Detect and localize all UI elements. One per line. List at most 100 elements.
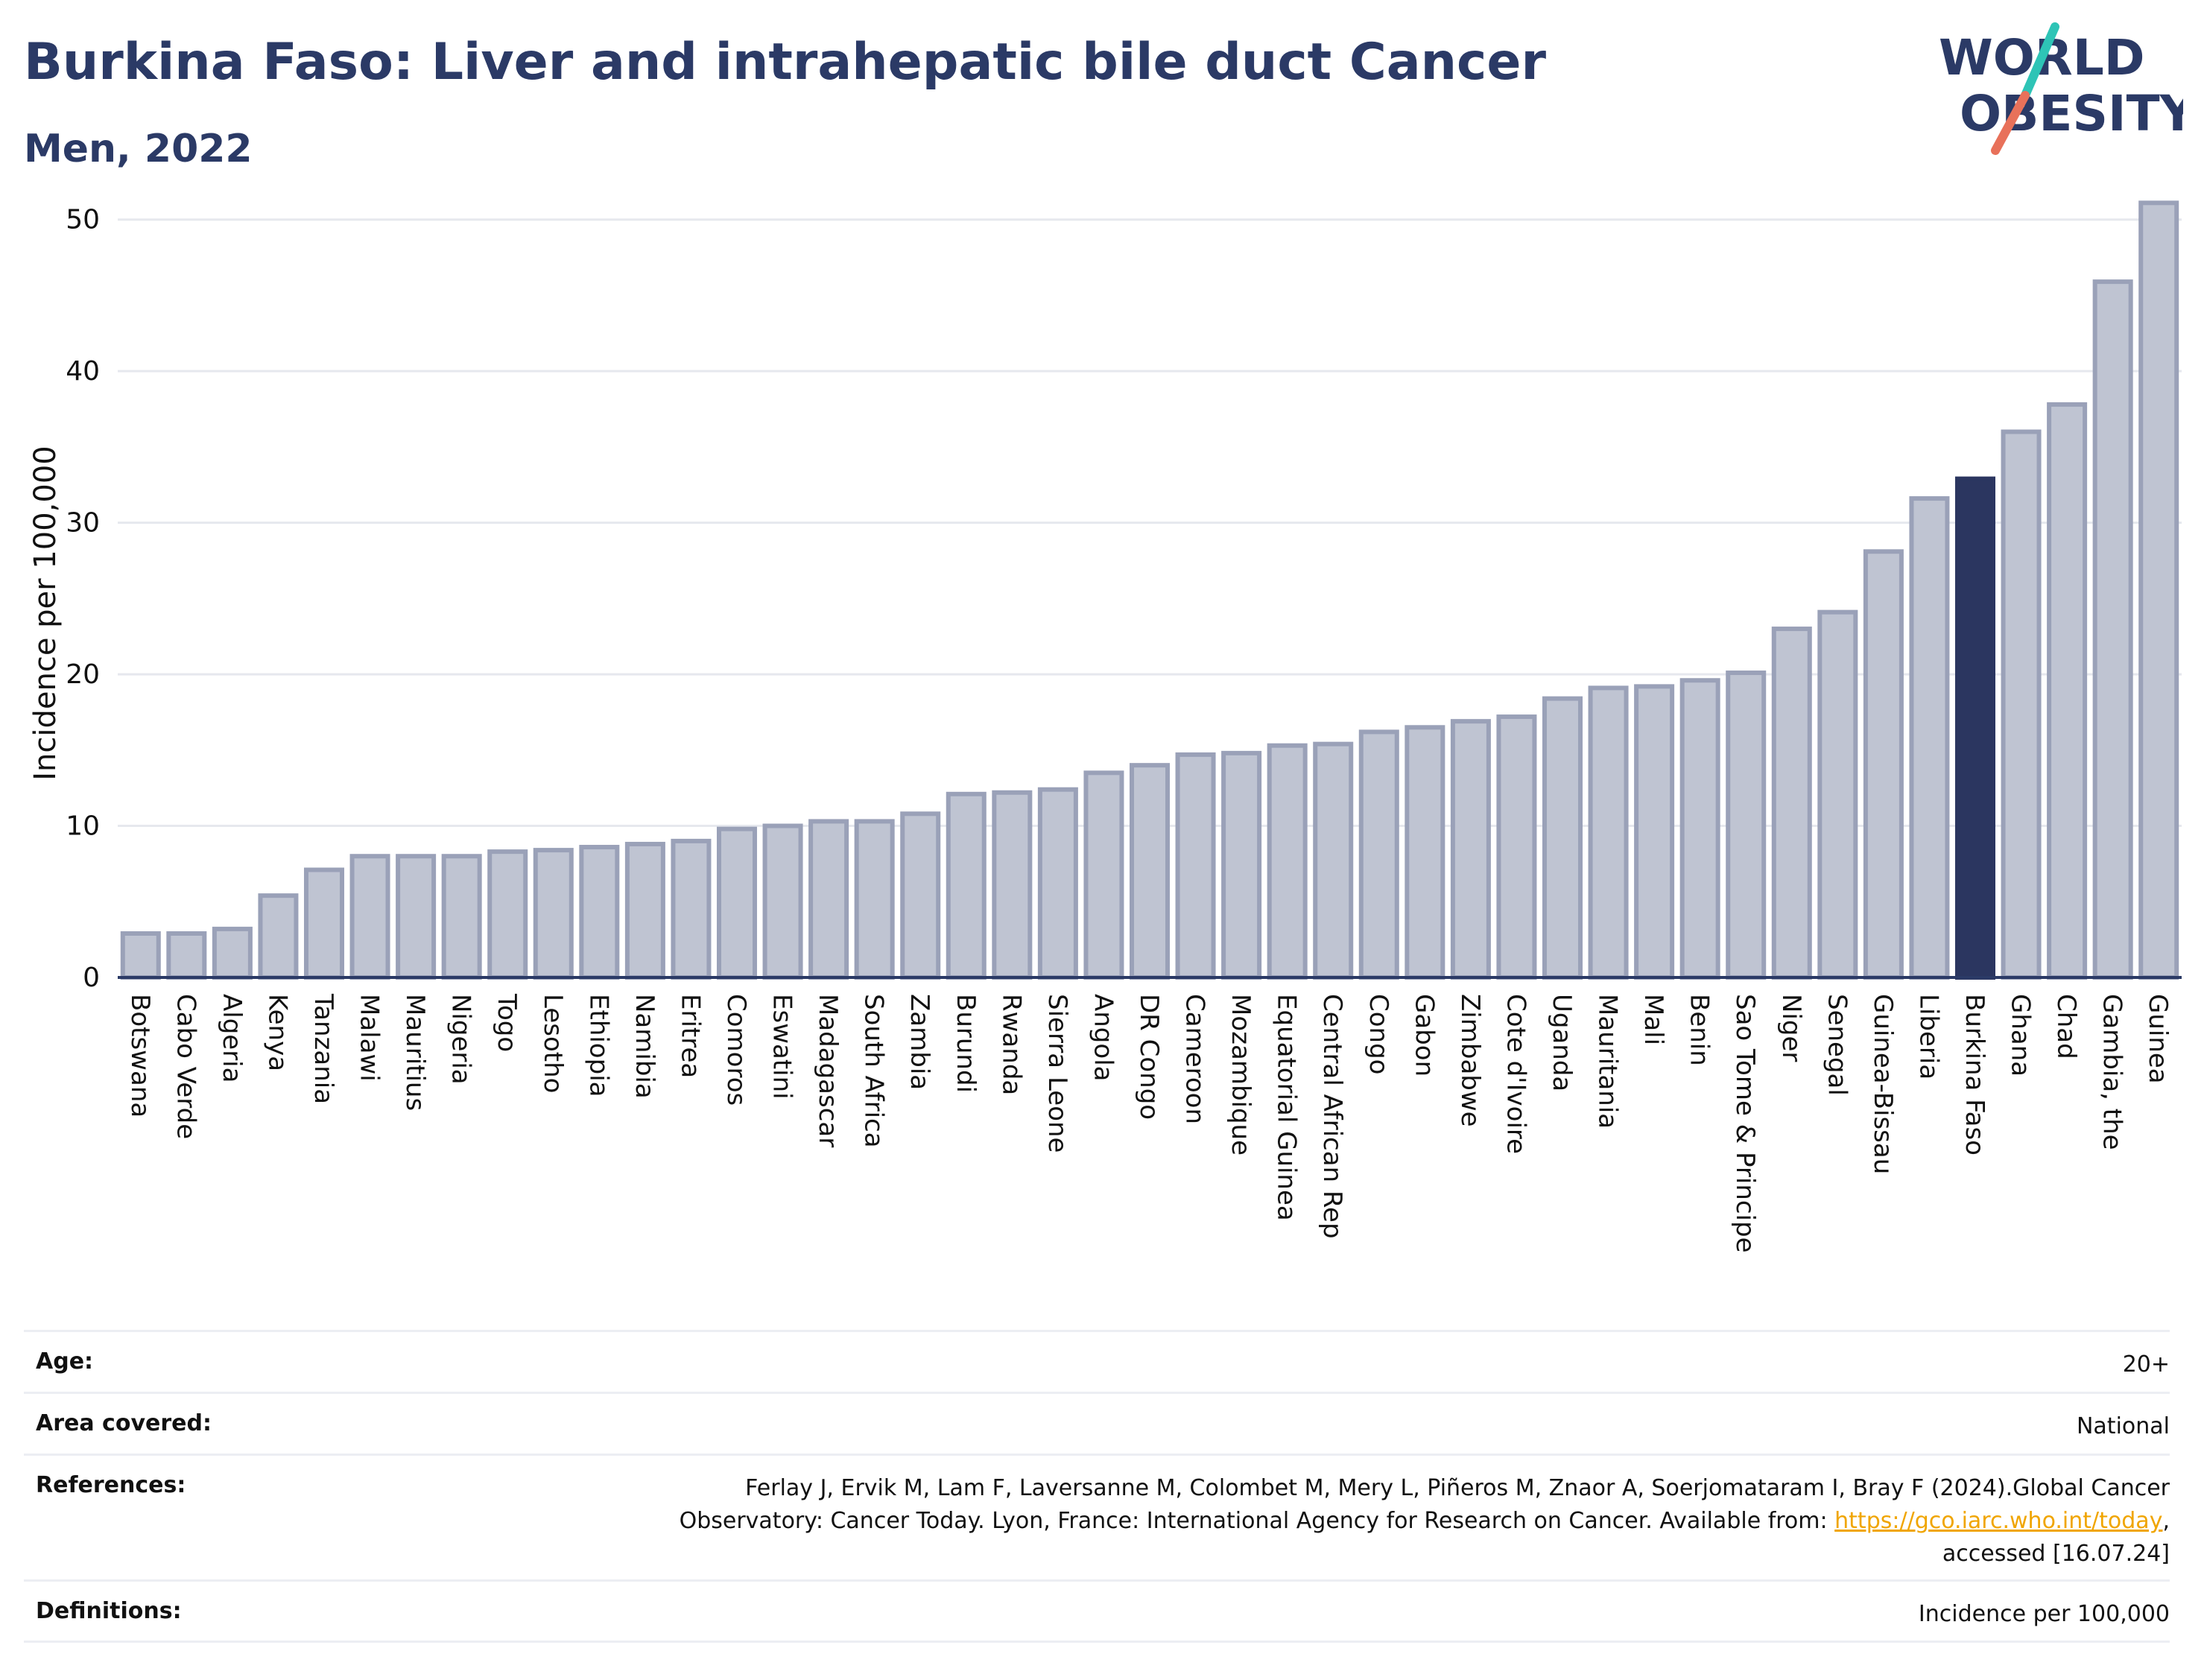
x-tick-label-tanzania: Tanzania (308, 993, 338, 1104)
bar-botswana (120, 931, 161, 980)
x-tick-label-togo: Togo (492, 993, 522, 1052)
meta-row-age: Age: 20+ (24, 1330, 2170, 1392)
meta-area-value: National (2076, 1413, 2170, 1439)
x-tick-label-rwanda: Rwanda (996, 994, 1026, 1095)
bar-eritrea (671, 838, 712, 980)
bar-guinea (2138, 200, 2179, 980)
bar-burkina-faso (1954, 476, 1996, 980)
x-tick-label-mauritania: Mauritania (1593, 994, 1623, 1129)
y-tick-label-50: 50 (66, 205, 100, 235)
x-tick-label-lesotho: Lesotho (538, 994, 568, 1093)
bar-congo (1358, 729, 1399, 980)
x-tick-label-dr-congo: DR Congo (1134, 994, 1164, 1120)
x-tick-label-benin: Benin (1685, 994, 1714, 1066)
bar-mali (1634, 684, 1675, 980)
bar-cabo-verde (166, 931, 207, 980)
bar-mauritius (396, 854, 437, 980)
bar-comoros (716, 826, 758, 980)
x-tick-label-guinea-bissau: Guinea-Bissau (1868, 994, 1898, 1174)
meta-area-label: Area covered: (36, 1410, 212, 1436)
x-tick-label-algeria: Algeria (217, 994, 247, 1083)
x-tick-label-malawi: Malawi (355, 994, 384, 1082)
x-tick-label-namibia: Namibia (630, 994, 659, 1099)
meta-row-area: Area covered: National (24, 1392, 2170, 1454)
bar-nigeria (441, 854, 482, 980)
y-axis-label: Incidence per 100,000 (28, 446, 63, 781)
x-tick-label-gabon: Gabon (1409, 994, 1439, 1077)
bar-gambia-the (2092, 279, 2133, 980)
bar-chad (2047, 402, 2088, 980)
x-tick-label-gambia-the: Gambia, the (2097, 994, 2127, 1150)
x-tick-label-comoros: Comoros (721, 994, 751, 1106)
bar-central-african-rep (1313, 741, 1354, 980)
x-tick-label-botswana: Botswana (125, 994, 155, 1118)
bar-cote-d-ivoire (1496, 714, 1537, 980)
bar-ethiopia (579, 845, 620, 980)
bar-lesotho (533, 848, 574, 980)
refs-link[interactable]: https://gco.iarc.who.int/today (1834, 1508, 2163, 1534)
y-tick-label-40: 40 (66, 356, 100, 387)
bar-malawi (349, 854, 390, 980)
y-tick-label-0: 0 (83, 963, 100, 993)
y-tick-label-30: 30 (66, 508, 100, 539)
bar-togo (487, 849, 528, 980)
bar-ghana (2001, 429, 2042, 980)
x-tick-label-zimbabwe: Zimbabwe (1455, 994, 1485, 1127)
logo-word-obesity: OBESITY (1960, 85, 2183, 142)
bar-mozambique (1221, 750, 1262, 980)
x-tick-label-central-african-rep: Central African Rep (1317, 994, 1347, 1239)
x-tick-label-sierra-leone: Sierra Leone (1042, 994, 1072, 1153)
bar-dr-congo (1129, 763, 1171, 980)
chart-title: Burkina Faso: Liver and intrahepatic bil… (24, 33, 1546, 92)
x-tick-label-burundi: Burundi (951, 994, 981, 1093)
bar-angola (1083, 770, 1124, 980)
chart-subtitle: Men, 2022 (24, 127, 253, 171)
bar-senegal (1817, 609, 1858, 980)
metadata-table: Age: 20+ Area covered: National Referenc… (24, 1330, 2170, 1643)
x-tick-label-equatorial-guinea: Equatorial Guinea (1272, 994, 1302, 1221)
logo-slash-teal (2021, 22, 2059, 100)
refs-line-2: Observatory: Cancer Today. Lyon, France:… (680, 1505, 2170, 1538)
bar-sierra-leone (1037, 787, 1078, 980)
bar-equatorial-guinea (1267, 743, 1308, 980)
x-tick-label-zambia: Zambia (905, 994, 934, 1090)
meta-refs-value: Ferlay J, Ervik M, Lam F, Laversanne M, … (680, 1472, 2170, 1570)
bar-zambia (900, 811, 941, 980)
x-tick-label-mauritius: Mauritius (400, 994, 430, 1111)
x-tick-label-angola: Angola (1088, 994, 1118, 1081)
refs-line-3: accessed [16.07.24] (1942, 1541, 2170, 1567)
bar-kenya (258, 893, 299, 980)
x-tick-label-ethiopia: Ethiopia (583, 994, 613, 1097)
x-tick-label-senegal: Senegal (1822, 994, 1852, 1096)
meta-defs-value: Incidence per 100,000 (1918, 1601, 2170, 1627)
bar-mauritania (1588, 685, 1629, 980)
bar-zimbabwe (1450, 719, 1491, 980)
x-tick-label-madagascar: Madagascar (813, 994, 843, 1147)
x-tick-label-liberia: Liberia (1913, 994, 1943, 1080)
bar-burundi (946, 791, 987, 980)
bar-rwanda (992, 790, 1033, 980)
meta-age-value: 20+ (2122, 1351, 2170, 1378)
bar-guinea-bissau (1863, 549, 1904, 980)
y-tick-label-10: 10 (66, 811, 100, 842)
x-tick-label-burkina-faso: Burkina Faso (1960, 994, 1989, 1156)
x-tick-label-cabo-verde: Cabo Verde (171, 994, 200, 1139)
x-tick-label-south-africa: South Africa (859, 994, 889, 1148)
x-tick-label-niger: Niger (1776, 994, 1806, 1062)
x-tick-label-eritrea: Eritrea (675, 994, 705, 1078)
meta-age-label: Age: (36, 1348, 94, 1375)
x-tick-label-eswatini: Eswatini (767, 994, 797, 1100)
bar-namibia (624, 841, 665, 980)
logo-slash-coral (1991, 91, 2030, 155)
bar-south-africa (854, 819, 895, 980)
x-tick-label-kenya: Kenya (262, 994, 292, 1071)
bar-algeria (212, 926, 253, 980)
bar-cameroon (1175, 752, 1216, 980)
x-tick-label-cameroon: Cameroon (1180, 994, 1210, 1124)
world-obesity-logo: WORLD OBESITY (1939, 22, 2183, 155)
refs-line-2-pre: Observatory: Cancer Today. Lyon, France:… (679, 1508, 1835, 1534)
y-tick-label-20: 20 (66, 659, 100, 690)
x-tick-label-mali: Mali (1638, 994, 1668, 1045)
bar-uganda (1542, 696, 1583, 980)
bar-chart: 0 10 20 30 40 50 Incidence per 100,000 Botswana… (28, 200, 2182, 1253)
